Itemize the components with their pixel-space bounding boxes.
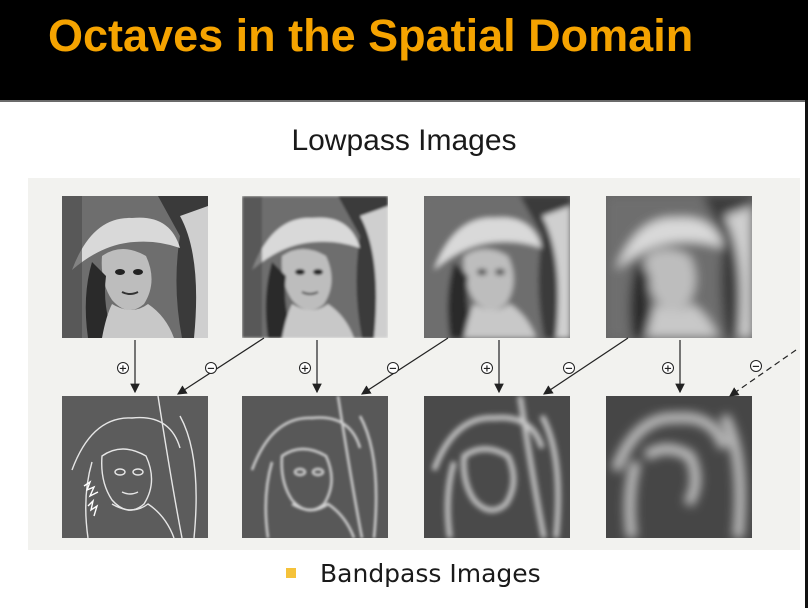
title-divider bbox=[0, 100, 808, 102]
plus-circle-2 bbox=[299, 362, 311, 374]
minus-sign-1: − bbox=[207, 364, 215, 375]
lowpass-image-1 bbox=[62, 196, 208, 338]
bandpass-image-3 bbox=[424, 396, 570, 538]
lowpass-image-4 bbox=[606, 196, 752, 338]
minus-circle-2 bbox=[387, 362, 399, 374]
square-bullet-icon bbox=[286, 568, 296, 578]
minus-circle-3 bbox=[563, 362, 575, 374]
lowpass-image-2 bbox=[242, 196, 388, 338]
pyramid-arrows: + + + + − − − − bbox=[117, 337, 797, 397]
plus-circle-3 bbox=[481, 362, 493, 374]
bandpass-bullet-item: Bandpass Images bbox=[286, 556, 541, 590]
photo-edges-icon bbox=[62, 396, 208, 538]
plus-sign-3: + bbox=[483, 364, 491, 375]
bandpass-image-1 bbox=[62, 396, 208, 538]
title-bar: Octaves in the Spatial Domain bbox=[0, 0, 808, 100]
lowpass-images-label: Lowpass Images bbox=[291, 124, 517, 157]
photo-edges-icon bbox=[606, 396, 752, 538]
minus-sign-3: − bbox=[565, 364, 573, 375]
lowpass-image-3 bbox=[424, 196, 570, 338]
plus-sign-2: + bbox=[301, 364, 309, 375]
plus-circle-1 bbox=[117, 362, 129, 374]
minus-circle-1 bbox=[205, 362, 217, 374]
bandpass-image-4 bbox=[606, 396, 752, 538]
bandpass-images-label: Bandpass Images bbox=[320, 558, 541, 588]
photo-edges-icon bbox=[424, 396, 570, 538]
minus-sign-2: − bbox=[389, 364, 397, 375]
plus-circle-4 bbox=[662, 362, 674, 374]
slide-edge bbox=[805, 100, 808, 608]
photo-portrait-icon bbox=[242, 196, 388, 338]
plus-sign-1: + bbox=[119, 364, 127, 375]
pyramid-figure: + + + + − − − − bbox=[28, 178, 800, 550]
photo-edges-icon bbox=[242, 396, 388, 538]
plus-sign-4: + bbox=[664, 364, 672, 375]
minus-sign-4: − bbox=[752, 362, 760, 373]
minus-circle-4 bbox=[750, 360, 762, 372]
bandpass-image-2 bbox=[242, 396, 388, 538]
diagonal-arrow-3 bbox=[543, 337, 629, 395]
photo-portrait-icon bbox=[62, 196, 208, 338]
diagonal-arrow-1 bbox=[176, 337, 265, 395]
photo-portrait-icon bbox=[424, 196, 570, 338]
diagonal-arrow-2 bbox=[360, 337, 449, 395]
diagonal-arrow-4 bbox=[729, 349, 797, 397]
photo-portrait-icon bbox=[606, 196, 752, 338]
slide-title: Octaves in the Spatial Domain bbox=[48, 10, 694, 61]
